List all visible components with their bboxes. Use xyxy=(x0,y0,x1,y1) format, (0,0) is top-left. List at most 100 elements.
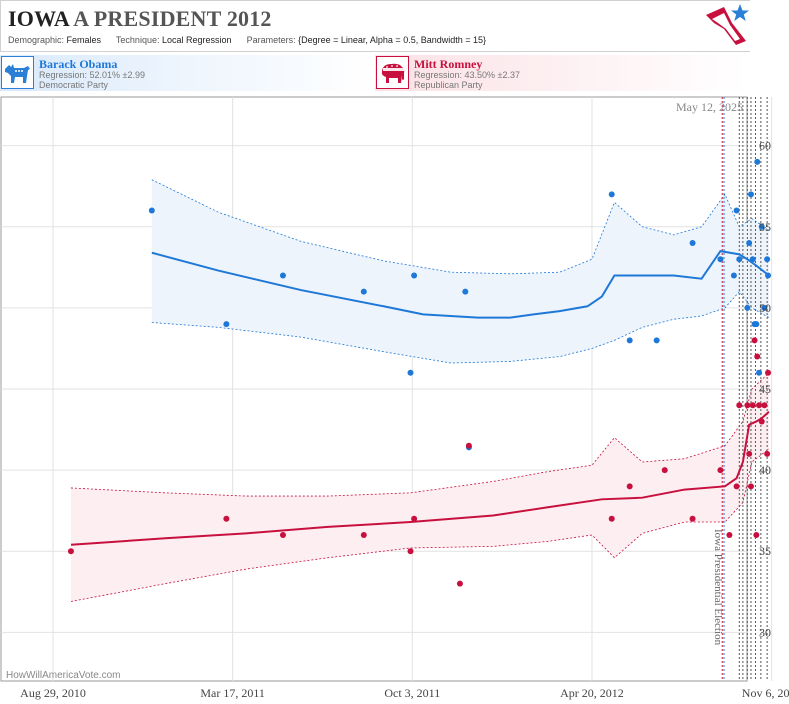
candidate-name: Barack Obama xyxy=(39,57,118,71)
poll-point xyxy=(744,304,751,311)
poll-point xyxy=(717,467,724,474)
poll-point xyxy=(279,272,286,279)
race-name: A PRESIDENT 2012 xyxy=(73,6,272,31)
poll-point xyxy=(411,515,418,522)
lower-bound-line xyxy=(70,448,770,602)
candidate-name: Mitt Romney xyxy=(414,57,483,71)
poll-point xyxy=(746,240,753,246)
technique-value: Local Regression xyxy=(161,35,232,45)
y-tick-label: 35 xyxy=(759,544,771,558)
current-date-label: May 12, 2025 xyxy=(676,100,743,114)
poll-point xyxy=(148,207,155,214)
x-tick-label: Mar 17, 2011 xyxy=(200,686,265,700)
poll-point xyxy=(758,223,765,230)
trend-line xyxy=(151,250,770,319)
x-tick-label: Oct 3, 2011 xyxy=(384,686,440,700)
poll-point xyxy=(67,548,74,555)
x-tick-label: Nov 6, 2012 xyxy=(742,686,789,700)
poll-point xyxy=(754,158,761,165)
poll-point xyxy=(758,418,765,425)
poll-point xyxy=(661,467,668,474)
poll-point xyxy=(689,240,696,246)
poll-point xyxy=(465,442,472,449)
poll-point xyxy=(279,532,286,538)
y-tick-label: 30 xyxy=(759,625,771,639)
poll-point xyxy=(753,321,760,328)
parameters-label: Parameters: xyxy=(246,35,296,45)
poll-point xyxy=(736,402,743,409)
poll-point xyxy=(749,256,756,263)
poll-point xyxy=(736,256,743,263)
poll-point xyxy=(761,304,768,311)
technique-label: Technique: xyxy=(115,35,160,45)
poll-point xyxy=(456,580,463,587)
poll-point xyxy=(764,450,771,457)
poll-point xyxy=(747,191,754,198)
poll-point xyxy=(730,272,737,279)
donkey-icon xyxy=(1,56,34,89)
candidate-party: Republican Party xyxy=(414,80,483,90)
y-tick-label: 60 xyxy=(759,139,771,153)
poll-chart: 30 35 40 45 50 55 60 Aug 29, 2010 Mar 17, 2011 Oc… xyxy=(0,96,789,700)
poll-point xyxy=(462,288,469,295)
poll-point xyxy=(653,337,660,344)
lower-bound-line xyxy=(151,291,770,364)
candidate-regression: Regression: 43.50% ±2.37 xyxy=(414,70,521,80)
poll-point xyxy=(223,321,230,328)
poll-point xyxy=(747,483,754,490)
state-name: IOWA xyxy=(8,6,69,31)
candidate-obama: Barack Obama Regression: 52.01% ±2.99 De… xyxy=(0,55,375,91)
demographic-value: Females xyxy=(66,35,102,45)
poll-point xyxy=(608,515,615,522)
poll-point xyxy=(761,402,768,409)
elephant-icon xyxy=(376,56,409,89)
poll-point xyxy=(765,272,772,279)
y-tick-label: 40 xyxy=(759,463,771,477)
poll-point xyxy=(717,256,724,263)
poll-point xyxy=(407,548,414,555)
election-day-label: Iowa Presidential Election xyxy=(712,529,724,646)
poll-point xyxy=(626,483,633,490)
poll-point xyxy=(689,515,696,522)
poll-point xyxy=(733,207,740,214)
x-tick-label: Aug 29, 2010 xyxy=(20,686,86,700)
confidence-band xyxy=(70,372,769,602)
poll-point xyxy=(753,532,760,538)
watermark: HowWillAmericaVote.com xyxy=(6,670,120,681)
confidence-band xyxy=(151,179,769,364)
poll-point xyxy=(751,337,758,344)
poll-point xyxy=(765,369,772,376)
poll-point xyxy=(360,532,367,538)
poll-point xyxy=(754,353,761,360)
poll-point xyxy=(626,337,633,344)
parameters-line: Demographic: Females Technique: Local Re… xyxy=(8,35,486,45)
page-title: IOWA A PRESIDENT 2012 xyxy=(8,6,272,32)
poll-point xyxy=(407,369,414,376)
poll-point xyxy=(608,191,615,198)
candidate-romney: Mitt Romney Regression: 43.50% ±2.37 Rep… xyxy=(375,55,747,91)
poll-point xyxy=(756,369,763,376)
poll-point xyxy=(411,272,418,279)
x-tick-label: Apr 20, 2012 xyxy=(560,686,624,700)
poll-point xyxy=(756,402,763,409)
y-tick-label: 55 xyxy=(759,220,771,234)
poll-point xyxy=(749,402,756,409)
chart-header: IOWA A PRESIDENT 2012 Demographic: Femal… xyxy=(0,0,750,52)
trend-line xyxy=(70,410,770,546)
upper-bound-line xyxy=(70,372,770,497)
poll-point xyxy=(726,532,733,538)
poll-point xyxy=(223,515,230,522)
poll-point xyxy=(360,288,367,295)
upper-bound-line xyxy=(151,179,770,275)
parameters-value: {Degree = Linear, Alpha = 0.5, Bandwidth… xyxy=(298,35,487,45)
candidate-regression: Regression: 52.01% ±2.99 xyxy=(39,70,146,80)
demographic-label: Demographic: xyxy=(8,35,65,45)
poll-point xyxy=(764,256,771,263)
poll-point xyxy=(733,483,740,490)
y-tick-label: 50 xyxy=(759,301,771,315)
y-tick-label: 45 xyxy=(759,382,771,396)
poll-point xyxy=(746,450,753,457)
site-logo-icon xyxy=(706,4,749,45)
poll-point xyxy=(744,402,751,409)
candidate-party: Democratic Party xyxy=(39,80,109,90)
